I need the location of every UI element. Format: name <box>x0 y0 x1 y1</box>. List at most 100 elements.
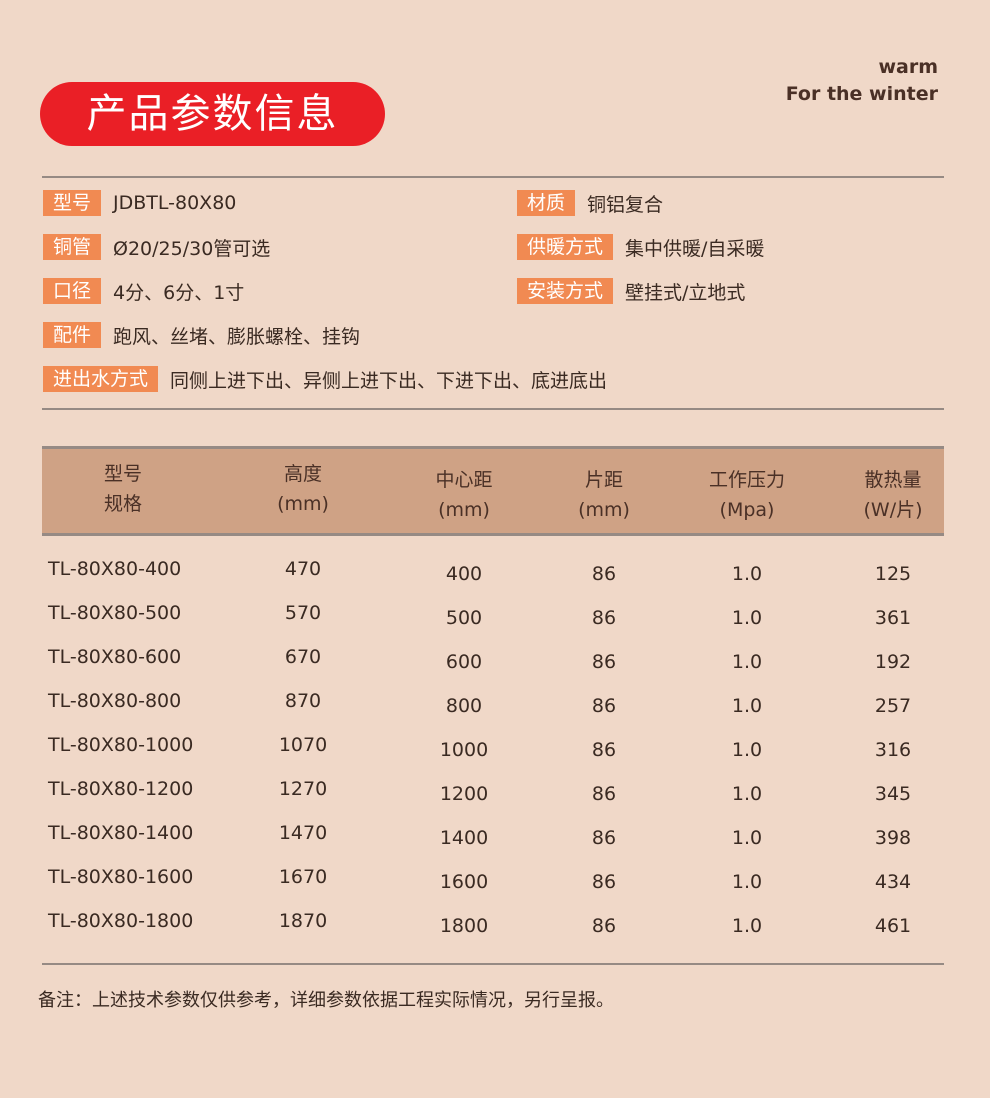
table-row: TL-80X80-400 470 400 86 1.0 125 <box>0 558 990 602</box>
header-unit: (Mpa) <box>719 499 775 521</box>
spec-label: 安装方式 <box>517 278 614 304</box>
table-cell: 361 <box>874 607 912 629</box>
spec-value: 4分、6分、1寸 <box>113 281 245 304</box>
header-unit: 规格 <box>103 493 143 515</box>
header-unit: (mm) <box>438 499 490 521</box>
table-row: TL-80X80-1000 1070 1000 86 1.0 316 <box>0 734 990 778</box>
divider <box>42 408 944 410</box>
table-cell: 1870 <box>278 910 328 932</box>
column-header: 散热量 (W/片) <box>863 465 922 525</box>
table-cell: 86 <box>591 739 617 761</box>
table-cell: TL-80X80-1000 <box>48 734 194 756</box>
spec-value: 同侧上进下出、异侧上进下出、下进下出、底进底出 <box>170 369 608 392</box>
table-cell: 1600 <box>439 871 489 893</box>
table-cell: 398 <box>874 827 912 849</box>
spec-label: 口径 <box>43 278 102 304</box>
spec-item: 型号 JDBTL-80X80 <box>43 190 236 216</box>
table-row: TL-80X80-1800 1870 1800 86 1.0 461 <box>0 910 990 954</box>
table-row: TL-80X80-1400 1470 1400 86 1.0 398 <box>0 822 990 866</box>
column-header: 工作压力 (Mpa) <box>709 465 785 525</box>
spec-item: 口径 4分、6分、1寸 <box>43 278 244 304</box>
table-cell: 86 <box>591 783 617 805</box>
divider <box>42 963 944 965</box>
header-unit: (W/片) <box>863 499 923 521</box>
table-cell: 86 <box>591 607 617 629</box>
table-cell: 600 <box>445 651 483 673</box>
table-cell: 86 <box>591 695 617 717</box>
spec-label: 配件 <box>43 322 102 348</box>
table-cell: 1.0 <box>731 695 763 717</box>
table-row: TL-80X80-1600 1670 1600 86 1.0 434 <box>0 866 990 910</box>
tagline-winter: For the winter <box>785 83 938 105</box>
table-row: TL-80X80-800 870 800 86 1.0 257 <box>0 690 990 734</box>
table-cell: 870 <box>284 690 322 712</box>
header-line: 高度 <box>283 463 322 485</box>
spec-item: 配件 跑风、丝堵、膨胀螺栓、挂钩 <box>43 322 360 348</box>
table-cell: 1.0 <box>731 827 763 849</box>
spec-item: 进出水方式 同侧上进下出、异侧上进下出、下进下出、底进底出 <box>43 366 607 392</box>
table-cell: 1270 <box>278 778 328 800</box>
header-line: 中心距 <box>435 469 493 491</box>
table-cell: 86 <box>591 915 617 937</box>
spec-item: 铜管 Ø20/25/30管可选 <box>43 234 270 260</box>
spec-label: 铜管 <box>43 234 102 260</box>
header-line: 散热量 <box>864 469 922 491</box>
table-cell: TL-80X80-600 <box>48 646 182 668</box>
table-row: TL-80X80-500 570 500 86 1.0 361 <box>0 602 990 646</box>
table-cell: 470 <box>284 558 322 580</box>
tagline-warm: warm <box>878 56 938 78</box>
column-header: 中心距 (mm) <box>435 465 492 525</box>
table-cell: 192 <box>874 651 912 673</box>
table-cell: 1.0 <box>731 739 763 761</box>
table-cell: 1200 <box>439 783 489 805</box>
footnote: 备注：上述技术参数仅供参考，详细参数依据工程实际情况，另行呈报。 <box>38 990 614 1011</box>
header-unit: (mm) <box>277 493 329 515</box>
table-cell: 461 <box>874 915 912 937</box>
table-cell: 86 <box>591 871 617 893</box>
spec-value: 铜铝复合 <box>587 193 664 216</box>
spec-item: 安装方式 壁挂式/立地式 <box>517 278 745 304</box>
table-cell: 125 <box>874 563 912 585</box>
spec-value: JDBTL-80X80 <box>113 192 237 214</box>
table-cell: 345 <box>874 783 912 805</box>
table-cell: 500 <box>445 607 483 629</box>
column-header: 高度 (mm) <box>277 459 329 519</box>
table-cell: 1470 <box>278 822 328 844</box>
column-header: 片距 (mm) <box>578 465 630 525</box>
table-cell: TL-80X80-800 <box>48 690 182 712</box>
table-cell: TL-80X80-1200 <box>48 778 194 800</box>
table-cell: 570 <box>284 602 322 624</box>
spec-label: 材质 <box>517 190 576 216</box>
spec-value: Ø20/25/30管可选 <box>113 237 271 260</box>
table-cell: 1.0 <box>731 783 763 805</box>
table-cell: TL-80X80-500 <box>48 602 182 624</box>
table-cell: 1.0 <box>731 651 763 673</box>
table-cell: 1070 <box>278 734 328 756</box>
table-cell: 1.0 <box>731 915 763 937</box>
table-cell: 434 <box>874 871 912 893</box>
header-line: 工作压力 <box>708 469 786 491</box>
table-row: TL-80X80-1200 1270 1200 86 1.0 345 <box>0 778 990 822</box>
table-cell: 400 <box>445 563 483 585</box>
table-cell: TL-80X80-400 <box>48 558 182 580</box>
header-line: 片距 <box>584 469 623 491</box>
column-header: 型号 规格 <box>104 459 142 519</box>
table-cell: TL-80X80-1600 <box>48 866 194 888</box>
page-title: 产品参数信息 <box>40 82 385 146</box>
spec-value: 集中供暖/自采暖 <box>625 237 765 260</box>
table-cell: 316 <box>874 739 912 761</box>
spec-value: 壁挂式/立地式 <box>625 281 746 304</box>
header-line: 型号 <box>103 463 143 485</box>
table-header: 型号 规格 高度 (mm) 中心距 (mm) 片距 (mm) 工作压力 (Mpa) 散热量 (W/片) <box>42 446 944 536</box>
spec-item: 材质 铜铝复合 <box>517 190 663 216</box>
table-cell: 86 <box>591 651 617 673</box>
table-cell: 800 <box>445 695 483 717</box>
table-row: TL-80X80-600 670 600 86 1.0 192 <box>0 646 990 690</box>
table-cell: 257 <box>874 695 912 717</box>
table-cell: TL-80X80-1400 <box>48 822 194 844</box>
table-cell: 1.0 <box>731 871 763 893</box>
divider <box>42 176 944 178</box>
spec-item: 供暖方式 集中供暖/自采暖 <box>517 234 764 260</box>
table-cell: 86 <box>591 563 617 585</box>
